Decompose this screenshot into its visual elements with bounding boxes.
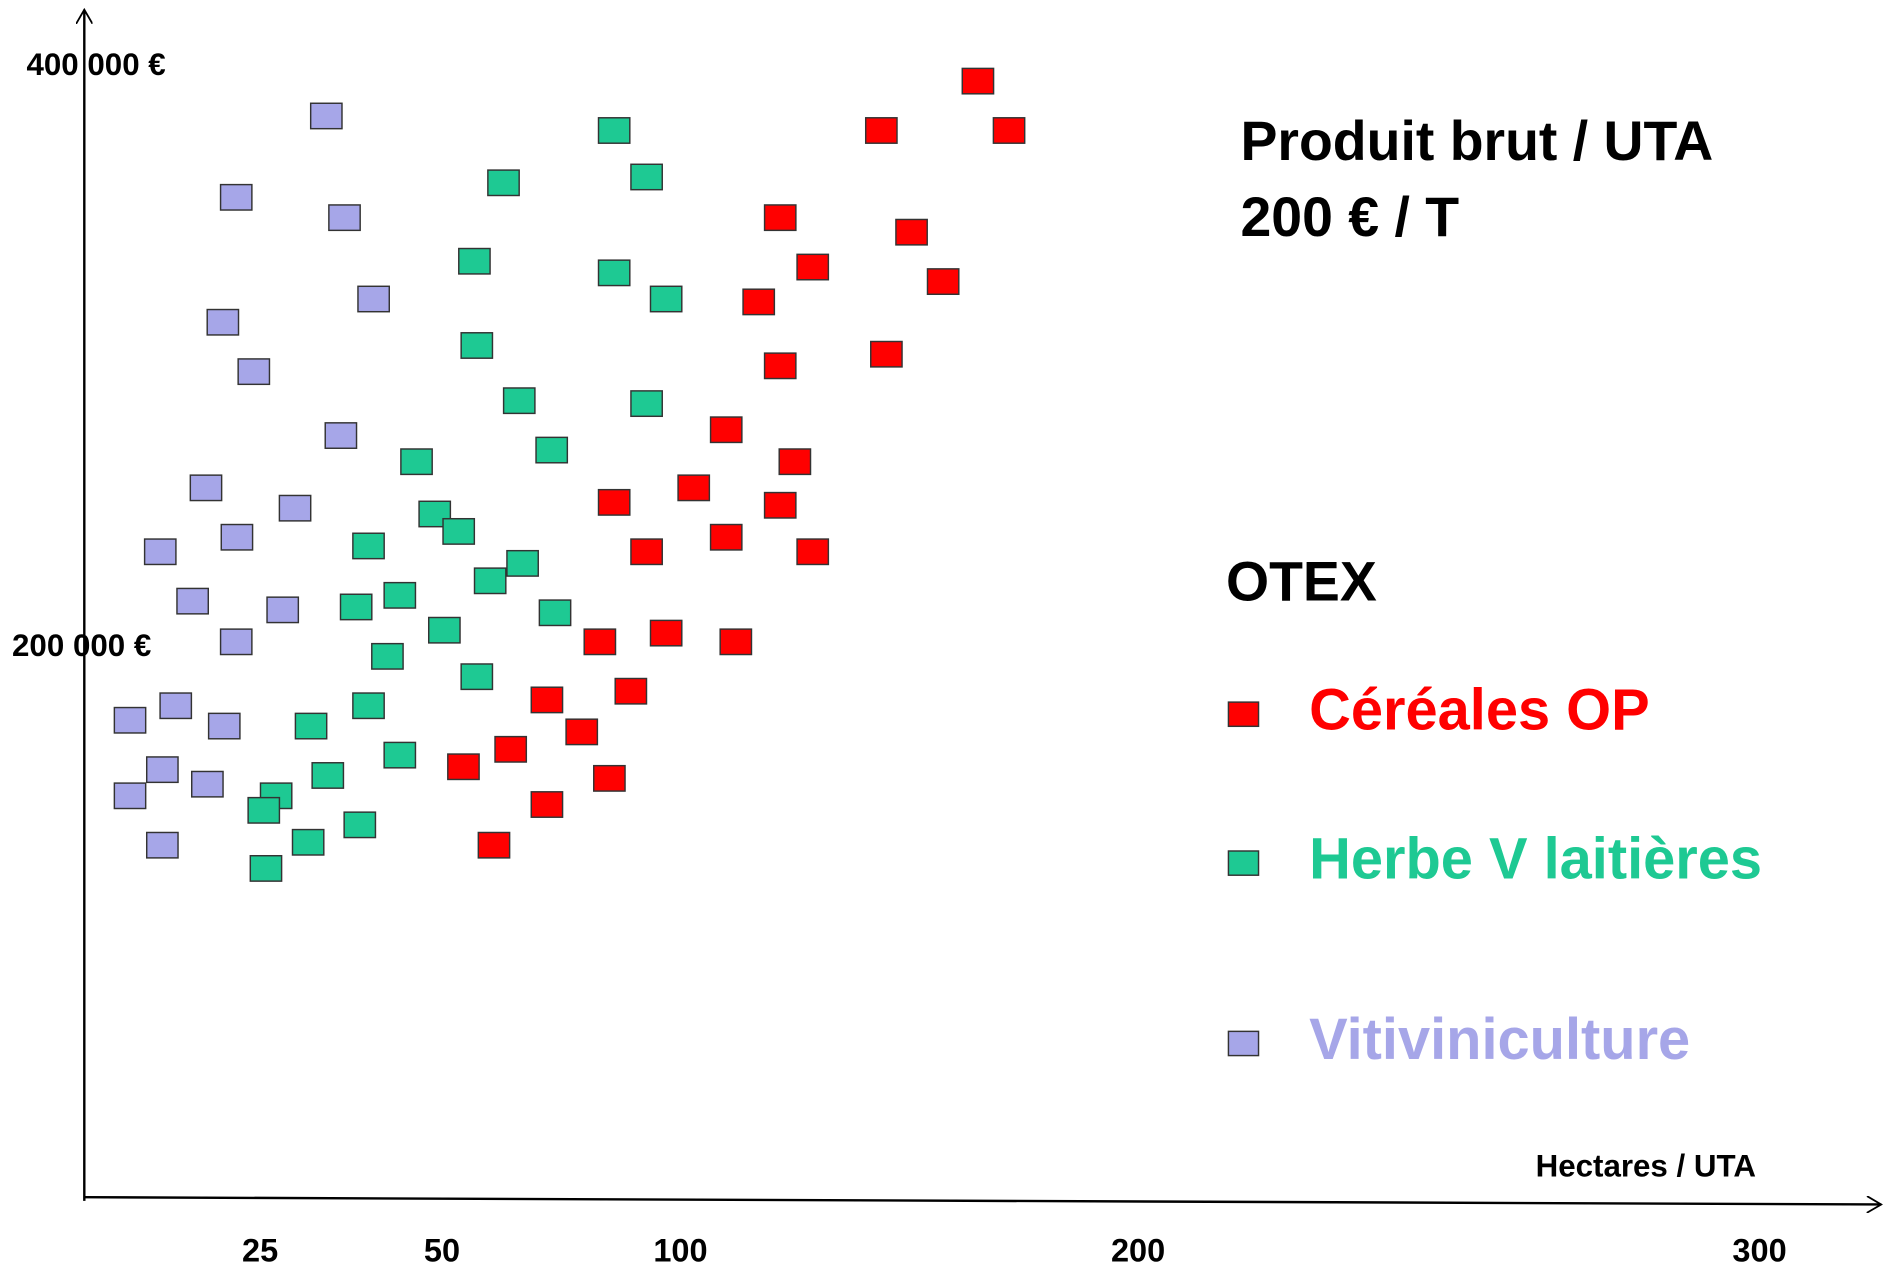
point <box>763 491 797 519</box>
point <box>538 599 572 627</box>
point <box>630 163 663 191</box>
point <box>473 567 507 595</box>
point <box>649 285 683 313</box>
point <box>266 596 300 624</box>
point <box>176 587 209 615</box>
point <box>597 259 631 287</box>
point <box>796 538 830 566</box>
point <box>291 828 325 856</box>
point <box>343 811 377 839</box>
point <box>352 532 385 560</box>
legend-label: Vitiviniculture <box>1309 1008 1690 1072</box>
point <box>535 436 569 464</box>
x-axis <box>84 1197 1881 1204</box>
x-tick-label: 300 <box>1732 1231 1786 1265</box>
point <box>614 677 648 705</box>
point <box>742 288 776 316</box>
point <box>220 523 254 551</box>
point <box>583 628 617 656</box>
point <box>219 628 253 656</box>
point <box>502 387 536 415</box>
point <box>895 218 928 246</box>
point <box>247 796 281 824</box>
point <box>530 686 564 714</box>
point <box>311 762 345 789</box>
legend-title: OTEX <box>1226 550 1377 612</box>
point <box>926 268 960 296</box>
point <box>352 692 385 720</box>
point <box>145 756 179 784</box>
x-tick-label: 100 <box>653 1231 707 1265</box>
point <box>339 593 373 621</box>
point <box>778 448 812 476</box>
point <box>383 741 417 769</box>
point <box>294 712 328 740</box>
point <box>400 448 433 476</box>
legend-marker <box>1227 1030 1260 1057</box>
y-tick-label: 200 000 € <box>12 628 151 663</box>
point <box>630 390 663 418</box>
point <box>593 764 626 792</box>
point <box>191 770 224 798</box>
point <box>113 782 147 810</box>
legend-marker <box>1227 850 1260 876</box>
point <box>992 117 1026 144</box>
point <box>237 358 271 386</box>
legend-label: Céréales OP <box>1309 678 1650 742</box>
point <box>506 549 539 577</box>
point <box>719 628 753 656</box>
legend-marker <box>1227 701 1260 728</box>
point <box>477 831 511 859</box>
point <box>597 117 631 144</box>
x-axis-label: Hectares / UTA <box>1536 1148 1756 1183</box>
point <box>324 422 358 449</box>
point <box>427 616 461 644</box>
point <box>328 204 361 232</box>
point <box>442 517 476 545</box>
point <box>278 494 312 522</box>
point <box>458 247 491 275</box>
point <box>494 735 528 763</box>
point <box>357 285 390 313</box>
point <box>530 791 564 818</box>
y-tick-label: 400 000 € <box>26 47 165 82</box>
point <box>487 169 520 197</box>
point <box>206 308 240 336</box>
point <box>189 474 223 502</box>
point <box>159 692 193 720</box>
point <box>383 581 417 609</box>
x-tick-label: 50 <box>424 1231 460 1265</box>
point <box>207 712 241 740</box>
chart-subtitle: 200 € / T <box>1240 186 1459 248</box>
point <box>649 619 683 647</box>
point <box>143 538 177 566</box>
point <box>371 642 404 670</box>
point <box>447 753 480 781</box>
point <box>460 332 494 359</box>
legend-label: Herbe V laitières <box>1309 827 1762 891</box>
point <box>565 718 599 746</box>
point <box>113 706 147 734</box>
chart-title: Produit brut / UTA <box>1240 110 1713 172</box>
point <box>460 663 494 691</box>
x-tick-label: 200 <box>1111 1231 1165 1265</box>
point <box>597 488 631 516</box>
point <box>630 538 663 566</box>
point <box>709 416 743 444</box>
point <box>219 183 253 211</box>
point <box>249 854 283 882</box>
point <box>763 352 797 380</box>
point <box>870 340 903 368</box>
point <box>709 523 743 551</box>
point <box>961 67 995 95</box>
x-tick-label: 25 <box>242 1231 278 1265</box>
point <box>677 474 711 502</box>
point <box>864 117 898 144</box>
point <box>796 253 830 281</box>
point <box>145 831 179 859</box>
point <box>309 102 343 130</box>
point <box>763 204 797 232</box>
